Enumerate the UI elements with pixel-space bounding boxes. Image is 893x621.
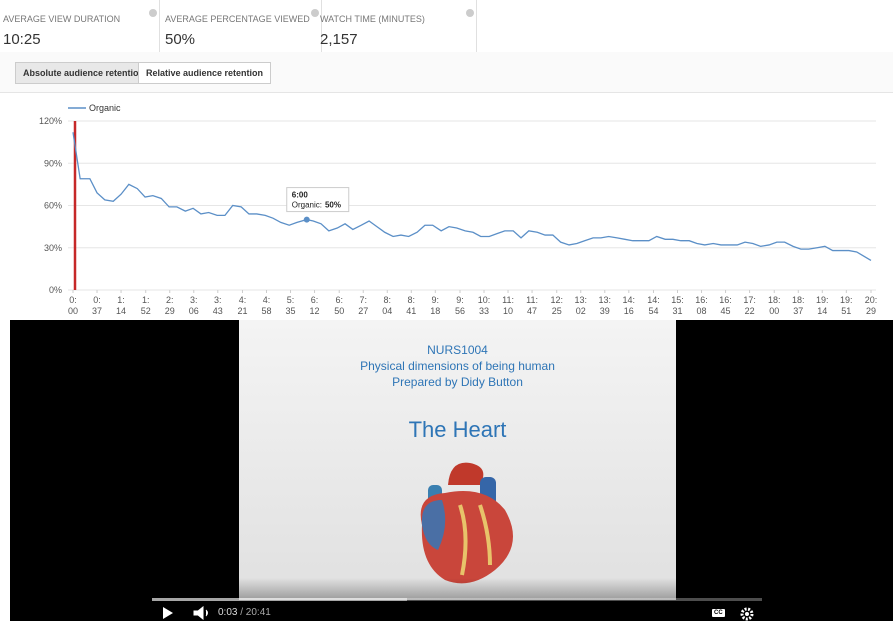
x-tick-label: 9: 56 xyxy=(448,295,472,317)
metric-value: 10:25 xyxy=(3,31,41,48)
help-icon[interactable] xyxy=(149,9,157,17)
x-tick-label: 0: 00 xyxy=(61,295,85,317)
y-tick-label: 120% xyxy=(39,116,62,126)
x-tick-label: 2: 29 xyxy=(158,295,182,317)
duration: / 20:41 xyxy=(240,607,271,618)
x-tick-label: 19: 14 xyxy=(810,295,834,317)
x-tick-label: 8: 04 xyxy=(375,295,399,317)
metric-label: WATCH TIME (MINUTES) xyxy=(320,14,425,24)
volume-button[interactable] xyxy=(194,607,208,619)
x-tick-label: 16: 45 xyxy=(714,295,738,317)
x-tick-label: 3: 06 xyxy=(182,295,206,317)
x-tick-label: 1: 52 xyxy=(134,295,158,317)
x-tick-label: 16: 08 xyxy=(690,295,714,317)
x-tick-label: 20: 29 xyxy=(859,295,883,317)
x-tick-label: 18: 37 xyxy=(786,295,810,317)
page: 0%30%60%90%120%Organic6:00Organic:50% NU… xyxy=(0,0,893,621)
x-tick-label: 14: 16 xyxy=(617,295,641,317)
x-tick-label: 19: 51 xyxy=(834,295,858,317)
heart-image xyxy=(400,455,530,595)
y-tick-label: 90% xyxy=(44,158,62,168)
legend-label: Organic xyxy=(89,103,121,113)
hover-point xyxy=(304,217,310,223)
x-tick-label: 15: 31 xyxy=(666,295,690,317)
time-display: 0:03 / 20:41 xyxy=(218,607,271,618)
x-tick-label: 5: 35 xyxy=(279,295,303,317)
play-button[interactable] xyxy=(163,607,173,619)
x-tick-label: 14: 54 xyxy=(641,295,665,317)
metric-divider xyxy=(159,0,160,52)
x-tick-label: 3: 43 xyxy=(206,295,230,317)
metric-label: AVERAGE PERCENTAGE VIEWED xyxy=(165,14,310,24)
metric-label: AVERAGE VIEW DURATION xyxy=(3,14,120,24)
x-tick-label: 11: 10 xyxy=(496,295,520,317)
cc-button[interactable]: CC xyxy=(712,609,725,617)
settings-button[interactable] xyxy=(740,607,754,621)
x-tick-label: 17: 22 xyxy=(738,295,762,317)
slide-header: NURS1004 Physical dimensions of being hu… xyxy=(239,342,676,390)
metric-value: 2,157 xyxy=(320,31,358,48)
x-tick-label: 10: 33 xyxy=(472,295,496,317)
metric-value: 50% xyxy=(165,31,195,48)
tooltip-value: 50% xyxy=(325,201,341,210)
tab-button[interactable]: Absolute audience retention xyxy=(15,62,152,84)
course-title: Physical dimensions of being human xyxy=(239,358,676,374)
help-icon[interactable] xyxy=(311,9,319,17)
x-tick-label: 13: 39 xyxy=(593,295,617,317)
buffer-bar xyxy=(152,598,407,601)
course-code: NURS1004 xyxy=(239,342,676,358)
help-icon[interactable] xyxy=(466,9,474,17)
author: Prepared by Didy Button xyxy=(239,374,676,390)
x-tick-label: 4: 58 xyxy=(254,295,278,317)
slide-title: The Heart xyxy=(239,417,676,443)
x-tick-label: 13: 02 xyxy=(569,295,593,317)
retention-line xyxy=(73,132,871,260)
y-tick-label: 60% xyxy=(44,201,62,211)
x-tick-label: 8: 41 xyxy=(399,295,423,317)
x-tick-label: 12: 25 xyxy=(545,295,569,317)
x-tick-label: 1: 14 xyxy=(109,295,133,317)
metric-divider xyxy=(476,0,477,52)
x-tick-label: 18: 00 xyxy=(762,295,786,317)
x-tick-label: 11: 47 xyxy=(520,295,544,317)
tab-button[interactable]: Relative audience retention xyxy=(138,62,271,84)
x-tick-label: 7: 27 xyxy=(351,295,375,317)
tooltip-title: 6:00 xyxy=(292,191,309,200)
x-tick-label: 6: 12 xyxy=(303,295,327,317)
y-tick-label: 30% xyxy=(44,243,62,253)
tooltip-series: Organic: xyxy=(292,201,322,210)
y-tick-label: 0% xyxy=(49,285,62,295)
x-tick-label: 0: 37 xyxy=(85,295,109,317)
x-tick-label: 6: 50 xyxy=(327,295,351,317)
x-tick-label: 9: 18 xyxy=(423,295,447,317)
current-time: 0:03 xyxy=(218,607,237,618)
x-tick-label: 4: 21 xyxy=(230,295,254,317)
